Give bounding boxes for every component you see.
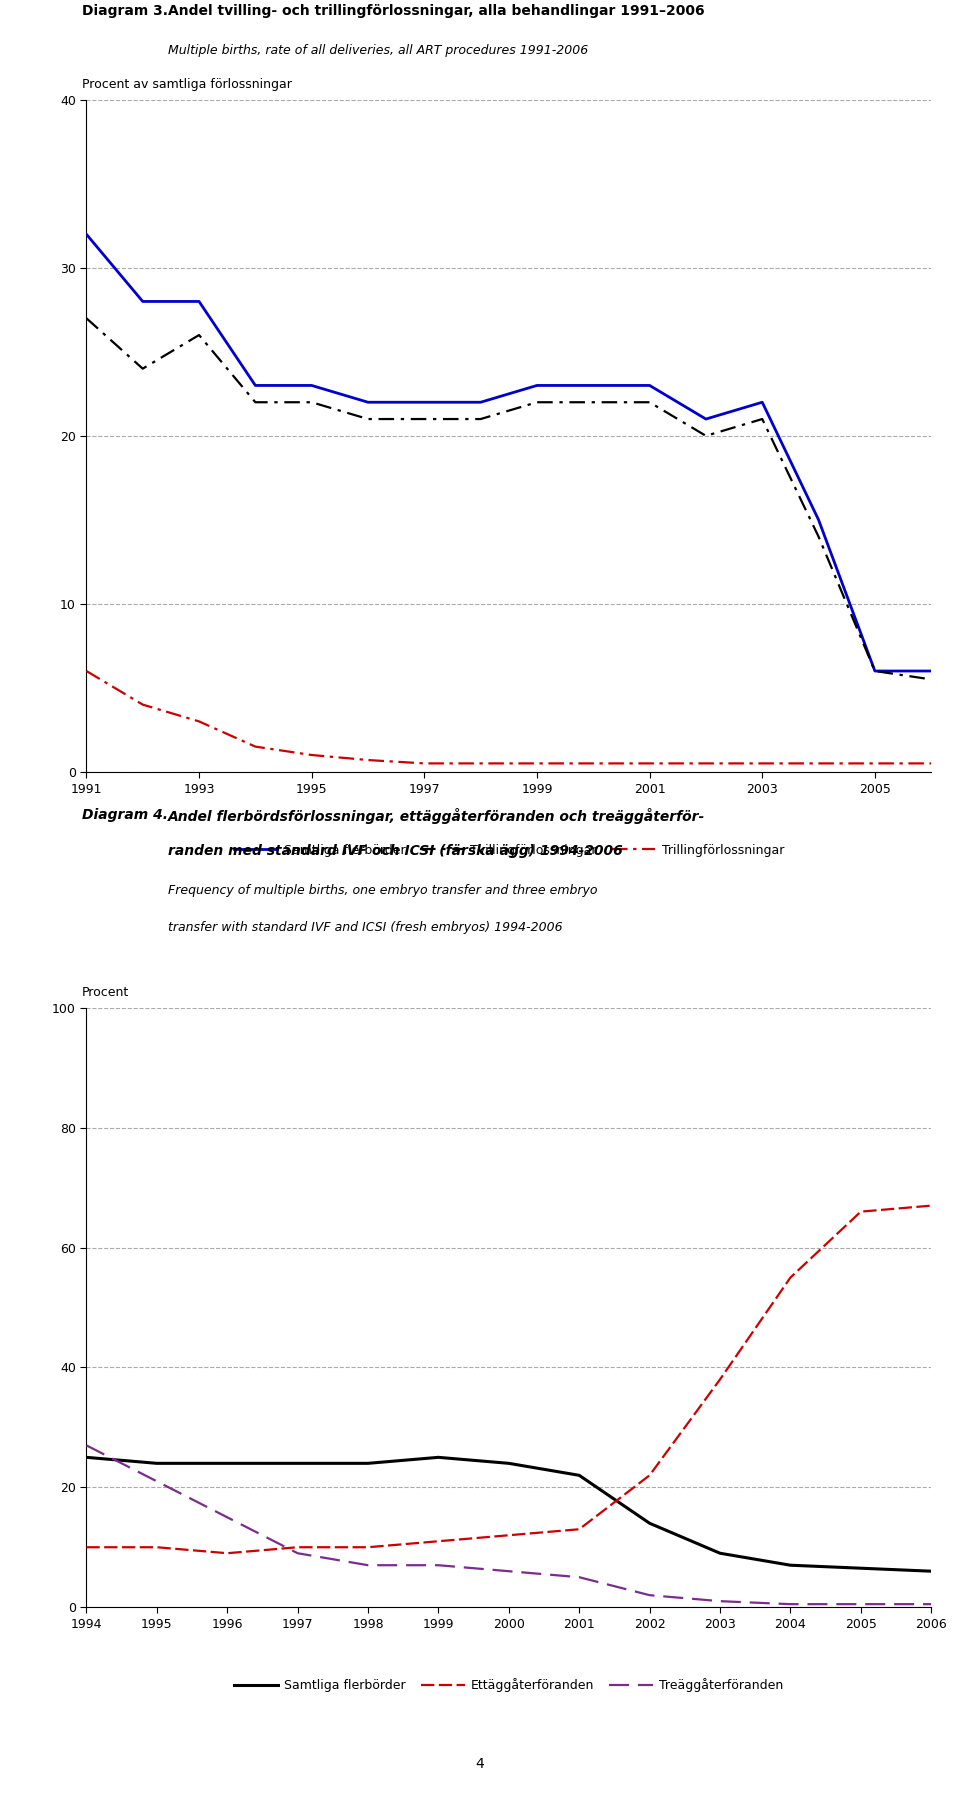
- Text: Andel flerbördsförlossningar, ettäggåterföranden och treäggåterför-: Andel flerbördsförlossningar, ettäggåter…: [168, 808, 706, 824]
- Text: Procent: Procent: [82, 986, 129, 999]
- Legend: Samtliga flerbörder, Ettäggåterföranden, Treäggåterföranden: Samtliga flerbörder, Ettäggåterföranden,…: [229, 1673, 788, 1698]
- Text: Diagram 4.: Diagram 4.: [82, 808, 168, 823]
- Text: 4: 4: [475, 1756, 485, 1771]
- Legend: Samtliga flerbörder, Tvillingförlossningar, Trillingförlossningar: Samtliga flerbörder, Tvillingförlossning…: [228, 839, 789, 861]
- Text: Andel tvilling- och trillingförlossningar, alla behandlingar 1991–2006: Andel tvilling- och trillingförlossninga…: [168, 4, 705, 18]
- Text: randen med standard IVF och ICSI (färska ägg) 1994-2006: randen med standard IVF och ICSI (färska…: [168, 844, 623, 859]
- Text: Multiple births, rate of all deliveries, all ART procedures 1991-2006: Multiple births, rate of all deliveries,…: [168, 44, 588, 56]
- Text: transfer with standard IVF and ICSI (fresh embryos) 1994-2006: transfer with standard IVF and ICSI (fre…: [168, 921, 563, 933]
- Text: Diagram 3.: Diagram 3.: [82, 4, 168, 18]
- Text: Frequency of multiple births, one embryo transfer and three embryo: Frequency of multiple births, one embryo…: [168, 884, 597, 897]
- Text: Procent av samtliga förlossningar: Procent av samtliga förlossningar: [82, 78, 292, 91]
